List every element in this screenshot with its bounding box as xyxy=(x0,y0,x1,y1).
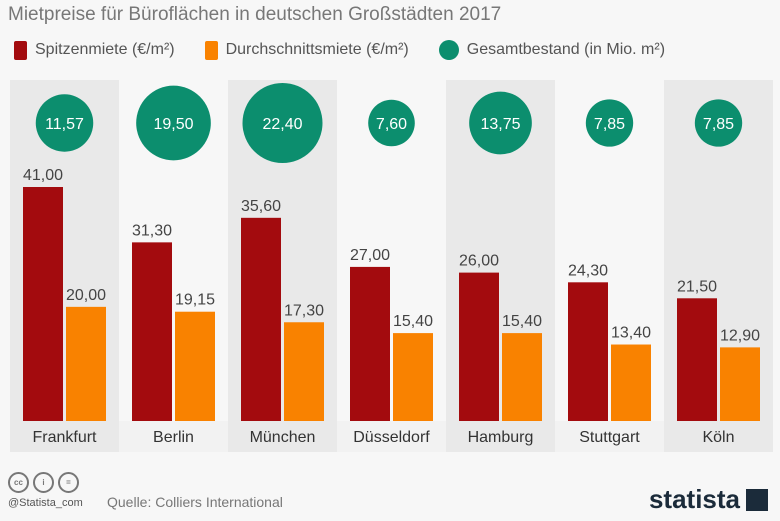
bar-durchschnittsmiete xyxy=(284,322,324,421)
legend-swatch xyxy=(14,40,27,60)
bubble-gesamtbestand xyxy=(35,94,94,152)
statista-logo: statista xyxy=(649,484,768,515)
legend-label: Gesamtbestand (in Mio. m²) xyxy=(466,41,666,58)
statista-handle: @Statista_com xyxy=(8,497,83,509)
bar-spitzenmiete xyxy=(132,242,172,421)
bar-value-label: 24,30 xyxy=(568,262,608,279)
source: Quelle: Colliers International xyxy=(107,494,283,510)
bar-durchschnittsmiete xyxy=(175,311,215,421)
logo-mark-icon xyxy=(746,488,768,511)
legend-label: Durchschnittsmiete (€/m²) xyxy=(225,41,409,58)
category-label: Köln xyxy=(702,429,734,446)
bar-spitzenmiete xyxy=(568,282,608,421)
legend: Spitzenmiete (€/m²) Durchschnittsmiete (… xyxy=(14,40,665,60)
bar-durchschnittsmiete xyxy=(720,347,760,421)
bubble-value-label: 13,75 xyxy=(480,116,520,133)
chart-area: 41,00 20,00 11,57 Frankfurt 31,30 19,15 19,50 B… xyxy=(10,80,773,452)
bar-value-label: 27,00 xyxy=(350,247,390,264)
legend-label: Spitzenmiete (€/m²) xyxy=(35,41,175,58)
column-label-background xyxy=(337,421,446,452)
bubble-value-label: 11,57 xyxy=(45,116,84,133)
category-label: München xyxy=(250,429,316,446)
bubble-gesamtbestand xyxy=(368,99,415,147)
bar-value-label: 20,00 xyxy=(66,287,106,304)
bar-spitzenmiete xyxy=(677,298,717,421)
bar-value-label: 26,00 xyxy=(459,253,499,270)
noderivs-icon: = xyxy=(58,472,79,493)
bar-spitzenmiete xyxy=(23,187,63,421)
bubble-gesamtbestand xyxy=(585,99,634,147)
category-label: Hamburg xyxy=(468,429,534,446)
column-label-background xyxy=(119,421,228,452)
bubble-gesamtbestand xyxy=(136,85,211,161)
logo-text: statista xyxy=(648,484,740,514)
category-label: Berlin xyxy=(153,429,194,446)
bubble-value-label: 7,60 xyxy=(376,116,407,133)
category-label: Düsseldorf xyxy=(353,429,430,446)
cc-license-icons: cc i = xyxy=(8,472,79,493)
bubble-value-label: 7,85 xyxy=(594,116,625,133)
bar-durchschnittsmiete xyxy=(66,306,106,421)
bubble-value-label: 19,50 xyxy=(153,116,193,133)
bar-value-label: 15,40 xyxy=(393,313,433,330)
column-label-background xyxy=(555,421,664,452)
bar-durchschnittsmiete xyxy=(611,344,651,421)
bar-value-label: 17,30 xyxy=(284,302,324,319)
bar-value-label: 31,30 xyxy=(132,222,172,239)
bar-spitzenmiete xyxy=(350,266,390,421)
bar-value-label: 19,15 xyxy=(175,292,215,309)
bar-value-label: 15,40 xyxy=(502,313,542,330)
legend-swatch xyxy=(204,40,218,60)
bar-value-label: 12,90 xyxy=(720,327,760,344)
bar-value-label: 13,40 xyxy=(611,325,651,342)
bubble-value-label: 22,40 xyxy=(262,116,302,133)
cc-icon: cc xyxy=(8,472,29,493)
attribution-icon: i xyxy=(33,472,54,493)
chart-title: Mietpreise für Büroflächen in deutschen … xyxy=(8,4,502,25)
bar-durchschnittsmiete xyxy=(393,333,433,421)
legend-item-gesamtbestand: Gesamtbestand (in Mio. m²) xyxy=(438,40,666,60)
category-label: Frankfurt xyxy=(32,429,97,446)
bubble-gesamtbestand xyxy=(694,99,743,147)
legend-swatch xyxy=(438,40,459,60)
bubble-value-label: 7,85 xyxy=(703,116,734,133)
bar-spitzenmiete xyxy=(459,272,499,421)
bar-durchschnittsmiete xyxy=(502,333,542,421)
bar-value-label: 21,50 xyxy=(677,278,717,295)
bar-value-label: 35,60 xyxy=(241,198,281,215)
bar-spitzenmiete xyxy=(241,217,281,421)
legend-item-durchschnittsmiete: Durchschnittsmiete (€/m²) xyxy=(204,40,409,60)
category-label: Stuttgart xyxy=(579,429,640,446)
bubble-gesamtbestand xyxy=(469,91,532,155)
bar-value-label: 41,00 xyxy=(23,167,63,184)
legend-item-spitzenmiete: Spitzenmiete (€/m²) xyxy=(14,40,175,60)
bubble-gesamtbestand xyxy=(242,83,323,163)
